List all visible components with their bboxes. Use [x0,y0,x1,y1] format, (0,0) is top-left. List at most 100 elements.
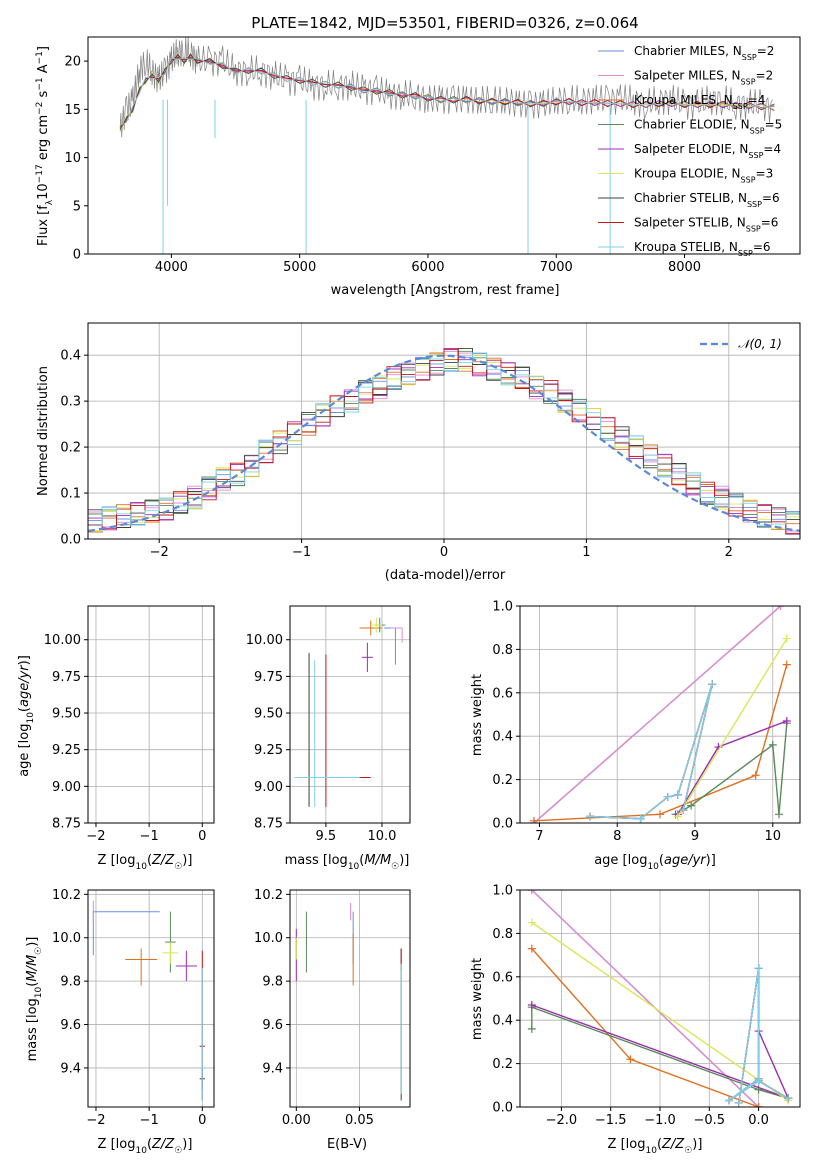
weight-marker [527,890,536,894]
y-tick-label: 1.0 [492,600,513,615]
y-tick-label: 0.2 [492,773,513,788]
weight-marker [734,1098,743,1107]
axes-frame [289,889,411,1108]
weight-marker [527,918,536,927]
y-tick-label: 9.00 [254,780,283,795]
weight-z-ylabel: mass weight [470,958,485,1040]
y-tick-label: 0.6 [492,686,513,701]
legend-entry: Kroupa STELIB, NSSP=6 [634,240,771,258]
weight-line-kroupa-miles [531,948,759,1107]
x-tick-label: 9.5 [316,829,337,844]
weight-line-kroupa-stelib [589,683,713,820]
y-tick-label: 9.8 [60,975,81,990]
legend-entry: 𝒩(0, 1) [738,337,782,351]
weight-z-xlabel: Z [log10(Z/Z☉)] [608,1137,703,1156]
x-tick-label: 0.05 [345,1113,374,1128]
age-vs-metallicity-panel: −2 −1 0 8.75 9.00 9.25 9.50 9.75 10.00 [44,605,215,844]
weight-marker [754,964,763,973]
x-tick-label: 4000 [155,260,188,275]
y-tick-label: 9.25 [254,743,283,758]
legend-tail: =6 [762,191,780,205]
x-tick-label: 1 [582,545,590,560]
age-mass-xlabel: mass [log10(M/M☉)] [285,853,410,872]
legend-sub: SSP [741,175,756,184]
data-spectrum-line [119,37,773,138]
weight-line-kroupa-elodie [531,921,789,1102]
y-tick-label: 8.75 [254,817,283,832]
legend-tail: =3 [756,167,774,181]
legend-tail: =5 [765,118,783,132]
x-tick-label: 0.00 [282,1113,311,1128]
x-tick-label: −0.5 [694,1113,726,1128]
y-tick-label: 0.8 [492,927,513,942]
x-tick-label: −1 [140,829,159,844]
axes-frame [519,605,801,824]
spectrum-title: PLATE=1842, MJD=53501, FIBERID=0326, z=0… [251,14,638,32]
weight-marker [673,790,682,799]
plot-area [92,900,205,1101]
residuals-xlabel: (data-model)/error [385,568,506,583]
weight-vs-metallicity-panel: −2.0 −1.5 −1.0 −0.5 0.0 0.0 0.2 0.4 0.6 0.8 1.0 [492,884,801,1128]
x-tick-label: 8000 [668,260,701,275]
age-z-xlabel: Z [log10(Z/Z☉)] [98,853,193,872]
y-tick-label: 8.75 [52,817,81,832]
y-tick-label: 0.3 [60,395,81,410]
legend-tail: =6 [753,240,771,254]
y-tick-label: 0 [73,248,81,263]
y-tick-label: 0.0 [492,1101,513,1116]
y-tick-label: 10.00 [246,633,283,648]
spectrum-panel: 4000 5000 6000 7000 8000 0 5 10 15 20 Chabrier MIL… [64,36,801,275]
weight-marker [775,810,783,819]
y-tick-label: 9.6 [262,1018,283,1033]
plot-area [527,890,793,1107]
x-tick-label: −2 [150,545,169,560]
weight-line-salpeter-miles [533,606,782,823]
legend-sub: SSP [746,224,761,233]
y-tick-label: 0.0 [492,817,513,832]
ebv-xlabel: E(B-V) [327,1137,367,1152]
weight-line-salpeter-miles [531,890,760,1107]
legend-tail: =4 [763,142,781,156]
weight-marker [656,810,664,819]
axes-frame [289,605,411,824]
y-tick-label: 10.2 [52,888,81,903]
axes-frame [87,322,801,540]
weight-age-ylabel: mass weight [470,674,485,756]
y-tick-label: 5 [73,199,81,214]
legend-sub: SSP [747,200,762,209]
x-tick-label: 6000 [411,260,444,275]
model-line-kroupa-stelib [119,57,775,126]
residuals-ylabel: Normed distribution [36,366,51,496]
residuals-panel: −2 −1 0 1 2 0.0 0.1 0.2 0.3 0.4 𝒩(0, 1) [60,322,801,560]
x-tick-label: −1.0 [644,1113,676,1128]
weight-marker [784,1094,793,1103]
x-tick-label: −1 [140,1113,159,1128]
spectrum-xlabel: wavelength [Angstrom, rest frame] [331,283,560,298]
x-tick-label: 0 [198,829,206,844]
x-tick-label: 0.0 [748,1113,769,1128]
age-z-ylabel: age [log10(age/yr)] [17,655,36,777]
y-tick-label: 20 [64,55,81,70]
weight-marker [663,792,672,801]
y-tick-label: 9.50 [254,707,283,722]
legend-entry: Salpeter STELIB, NSSP=6 [634,216,778,234]
y-tick-label: 0.4 [492,730,513,745]
weight-marker [636,814,645,823]
legend-tail: =2 [757,44,775,58]
y-tick-label: 9.4 [60,1061,81,1076]
legend-entry: Chabrier MILES, NSSP=2 [634,44,774,62]
x-tick-label: −2 [86,1113,105,1128]
y-tick-label: 9.25 [52,743,81,758]
x-tick-label: 10 [765,829,782,844]
legend-entry: Salpeter ELODIE, NSSP=4 [634,142,781,160]
axes-frame [519,889,801,1108]
weight-marker [776,606,785,610]
weight-marker [527,944,536,953]
plot-area [88,347,800,539]
plot-area [294,617,403,807]
age-vs-mass-panel: 9.5 10.0 8.75 9.00 9.25 9.50 9.75 10.00 [246,605,411,844]
plot-area [530,606,791,823]
y-tick-label: 15 [64,103,81,118]
y-tick-label: 10 [64,151,81,166]
